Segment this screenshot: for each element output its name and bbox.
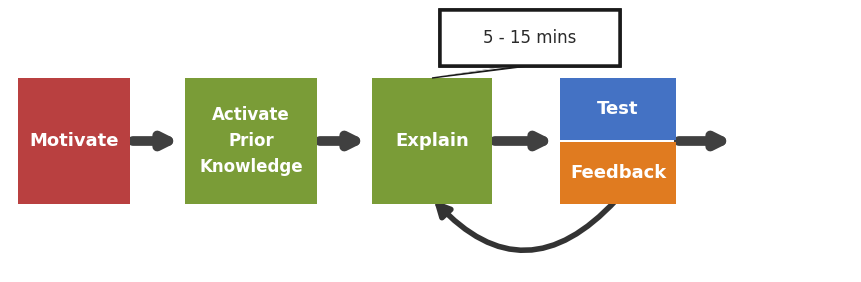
FancyBboxPatch shape: [18, 78, 130, 204]
Text: Motivate: Motivate: [29, 132, 119, 150]
FancyBboxPatch shape: [185, 78, 317, 204]
FancyBboxPatch shape: [560, 142, 676, 204]
Text: Explain: Explain: [395, 132, 469, 150]
FancyBboxPatch shape: [440, 10, 620, 66]
FancyBboxPatch shape: [440, 10, 620, 66]
Text: Feedback: Feedback: [570, 164, 666, 182]
Text: 5 - 15 mins: 5 - 15 mins: [483, 29, 577, 47]
FancyBboxPatch shape: [372, 78, 492, 204]
Text: Activate
Prior
Knowledge: Activate Prior Knowledge: [199, 105, 303, 177]
Text: Test: Test: [598, 100, 639, 118]
Polygon shape: [433, 65, 525, 77]
Polygon shape: [432, 66, 528, 78]
FancyBboxPatch shape: [560, 78, 676, 140]
